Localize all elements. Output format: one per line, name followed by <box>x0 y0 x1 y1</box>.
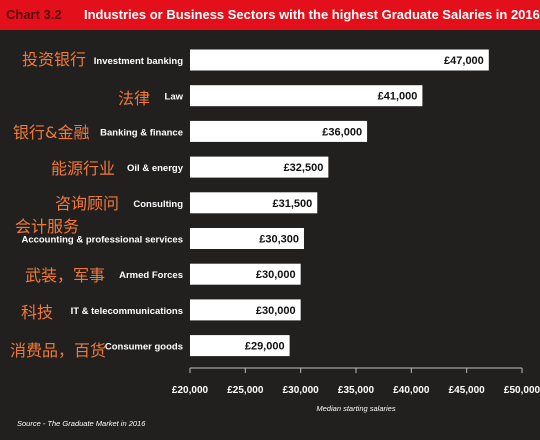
data-label: £30,300 <box>259 234 299 246</box>
x-tick-label: £45,000 <box>449 385 486 396</box>
data-label: £30,000 <box>256 269 296 281</box>
annotation-label: 银行&金融 <box>13 123 89 142</box>
category-label: Law <box>165 92 184 103</box>
data-label: £29,000 <box>245 341 285 353</box>
category-label: Accounting & professional services <box>21 235 183 246</box>
bar <box>190 299 301 321</box>
category-label: Consumer goods <box>105 342 183 353</box>
chart-number: Chart 3.2 <box>6 7 62 22</box>
annotation-label: 科技 <box>21 303 53 322</box>
data-label: £31,500 <box>273 198 313 210</box>
bar <box>190 335 290 357</box>
data-label: £41,000 <box>378 91 418 103</box>
x-tick-label: £20,000 <box>172 385 209 396</box>
category-label: Consulting <box>133 199 183 210</box>
bar <box>190 156 329 178</box>
bar <box>190 49 489 71</box>
category-label: Armed Forces <box>119 270 183 281</box>
x-axis-label: Median starting salaries <box>316 404 395 413</box>
annotation-label: 投资银行 <box>22 50 86 69</box>
bar <box>190 263 301 285</box>
data-label: £47,000 <box>444 55 484 67</box>
chart-header: Chart 3.2 Industries or Business Sectors… <box>0 0 540 30</box>
bar <box>190 228 304 249</box>
data-label: £30,000 <box>256 305 296 317</box>
data-label: £32,500 <box>284 162 324 174</box>
data-label: £36,000 <box>322 126 362 138</box>
category-label: Investment banking <box>94 56 183 67</box>
chart-title: Industries or Business Sectors with the … <box>84 7 540 22</box>
x-tick-label: £40,000 <box>393 385 430 396</box>
x-tick-label: £50,000 <box>504 385 540 396</box>
category-label: Oil & energy <box>127 163 184 174</box>
annotation-label: 法律 <box>118 89 150 108</box>
x-tick-label: £30,000 <box>283 385 320 396</box>
category-label: Banking & finance <box>100 127 183 138</box>
x-tick-label: £25,000 <box>227 385 264 396</box>
bar <box>190 85 423 107</box>
bar <box>190 120 368 142</box>
annotation-label: 咨询顾问 <box>55 194 119 213</box>
annotation-label: 能源行业 <box>51 159 115 178</box>
annotation-label: 会计服务 <box>15 217 79 236</box>
annotation-label: 武装，军事 <box>25 266 105 285</box>
bar <box>190 192 318 214</box>
source-note: Source - The Graduate Market in 2016 <box>17 419 146 428</box>
x-tick-label: £35,000 <box>338 385 375 396</box>
category-label: IT & telecommunications <box>71 306 183 317</box>
annotation-label: 消费品，百货 <box>10 341 106 360</box>
